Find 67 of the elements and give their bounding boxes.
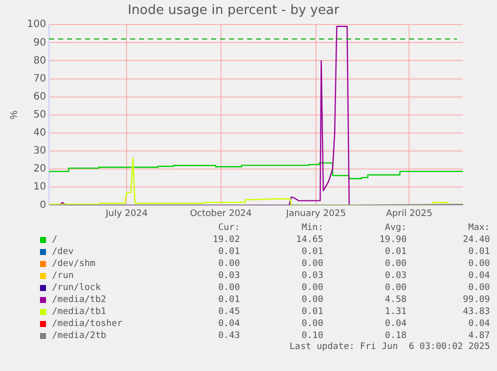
legend-label: / [51, 234, 58, 246]
y-axis-title: % [8, 110, 20, 120]
text: Max: [467, 222, 490, 234]
text: 4.58 [384, 294, 407, 306]
y-tick-label: 80 [33, 55, 46, 66]
legend-label: /media/tb1 [51, 306, 108, 318]
text: 19.02 [212, 234, 240, 246]
x-tick-label: October 2024 [190, 208, 252, 219]
text: 19.90 [378, 234, 407, 246]
y-tick-label: 20 [33, 164, 46, 175]
text: 0.18 [384, 330, 407, 342]
legend-label: /media/tb2 [51, 294, 108, 306]
y-tick-label: 100 [26, 19, 46, 30]
text: 0.04 [467, 270, 490, 282]
text: 0.43 [217, 330, 240, 342]
text: 14.65 [295, 234, 324, 246]
text: 0.45 [217, 306, 240, 318]
chart-title: Inode usage in percent - by year [128, 3, 340, 18]
legend-label: /dev/shm [51, 258, 96, 270]
text: Cur: [217, 222, 240, 234]
y-tick-label: 30 [33, 146, 46, 157]
x-tick-label: July 2024 [104, 208, 148, 219]
text: 0.00 [300, 258, 324, 270]
text: Last update: Fri Jun 6 03:00:02 2025 [288, 342, 490, 352]
text: 0.10 [300, 330, 324, 342]
text: 1.31 [384, 306, 407, 318]
legend-label: /run [51, 270, 75, 282]
text: 24.40 [462, 234, 490, 246]
y-tick-label: 60 [33, 91, 46, 102]
text: 0.00 [467, 282, 490, 294]
text: 4.87 [467, 330, 490, 342]
text: 0.01 [384, 246, 407, 258]
text: 99.09 [462, 294, 490, 306]
text: 0.01 [217, 294, 240, 306]
text: 0.03 [384, 270, 407, 282]
text: 0.00 [384, 258, 407, 270]
text: 0.00 [467, 258, 490, 270]
y-tick-label: 90 [33, 37, 46, 48]
text: Avg: [384, 222, 407, 234]
text: 0.00 [300, 294, 324, 306]
text: 0.01 [467, 246, 490, 258]
text: 0.00 [384, 282, 407, 294]
text: 0.01 [300, 246, 324, 258]
text: 0.03 [217, 270, 240, 282]
text: 0.00 [217, 282, 240, 294]
y-tick-label: 70 [33, 73, 46, 84]
text: 0.03 [300, 270, 324, 282]
y-tick-label: 0 [40, 200, 46, 211]
text: 0.01 [217, 246, 240, 258]
y-tick-label: 40 [33, 128, 46, 139]
legend-label: /media/tosher [51, 318, 124, 330]
legend-label: /run/lock [51, 282, 102, 294]
legend-label: /media/2tb [51, 330, 108, 342]
text: 0.01 [300, 306, 324, 318]
x-tick-label: April 2025 [386, 208, 432, 219]
text: 43.83 [462, 306, 490, 318]
text: 0.04 [384, 318, 407, 330]
y-tick-label: 50 [33, 109, 46, 120]
text: 0.00 [300, 282, 324, 294]
legend-label: /dev [51, 246, 75, 258]
x-tick-label: January 2025 [285, 208, 346, 219]
text: 0.00 [300, 318, 324, 330]
text: Min: [300, 222, 324, 234]
text: 0.04 [467, 318, 490, 330]
text: 0.00 [217, 258, 240, 270]
text: 0.04 [217, 318, 240, 330]
y-tick-label: 10 [33, 182, 46, 193]
